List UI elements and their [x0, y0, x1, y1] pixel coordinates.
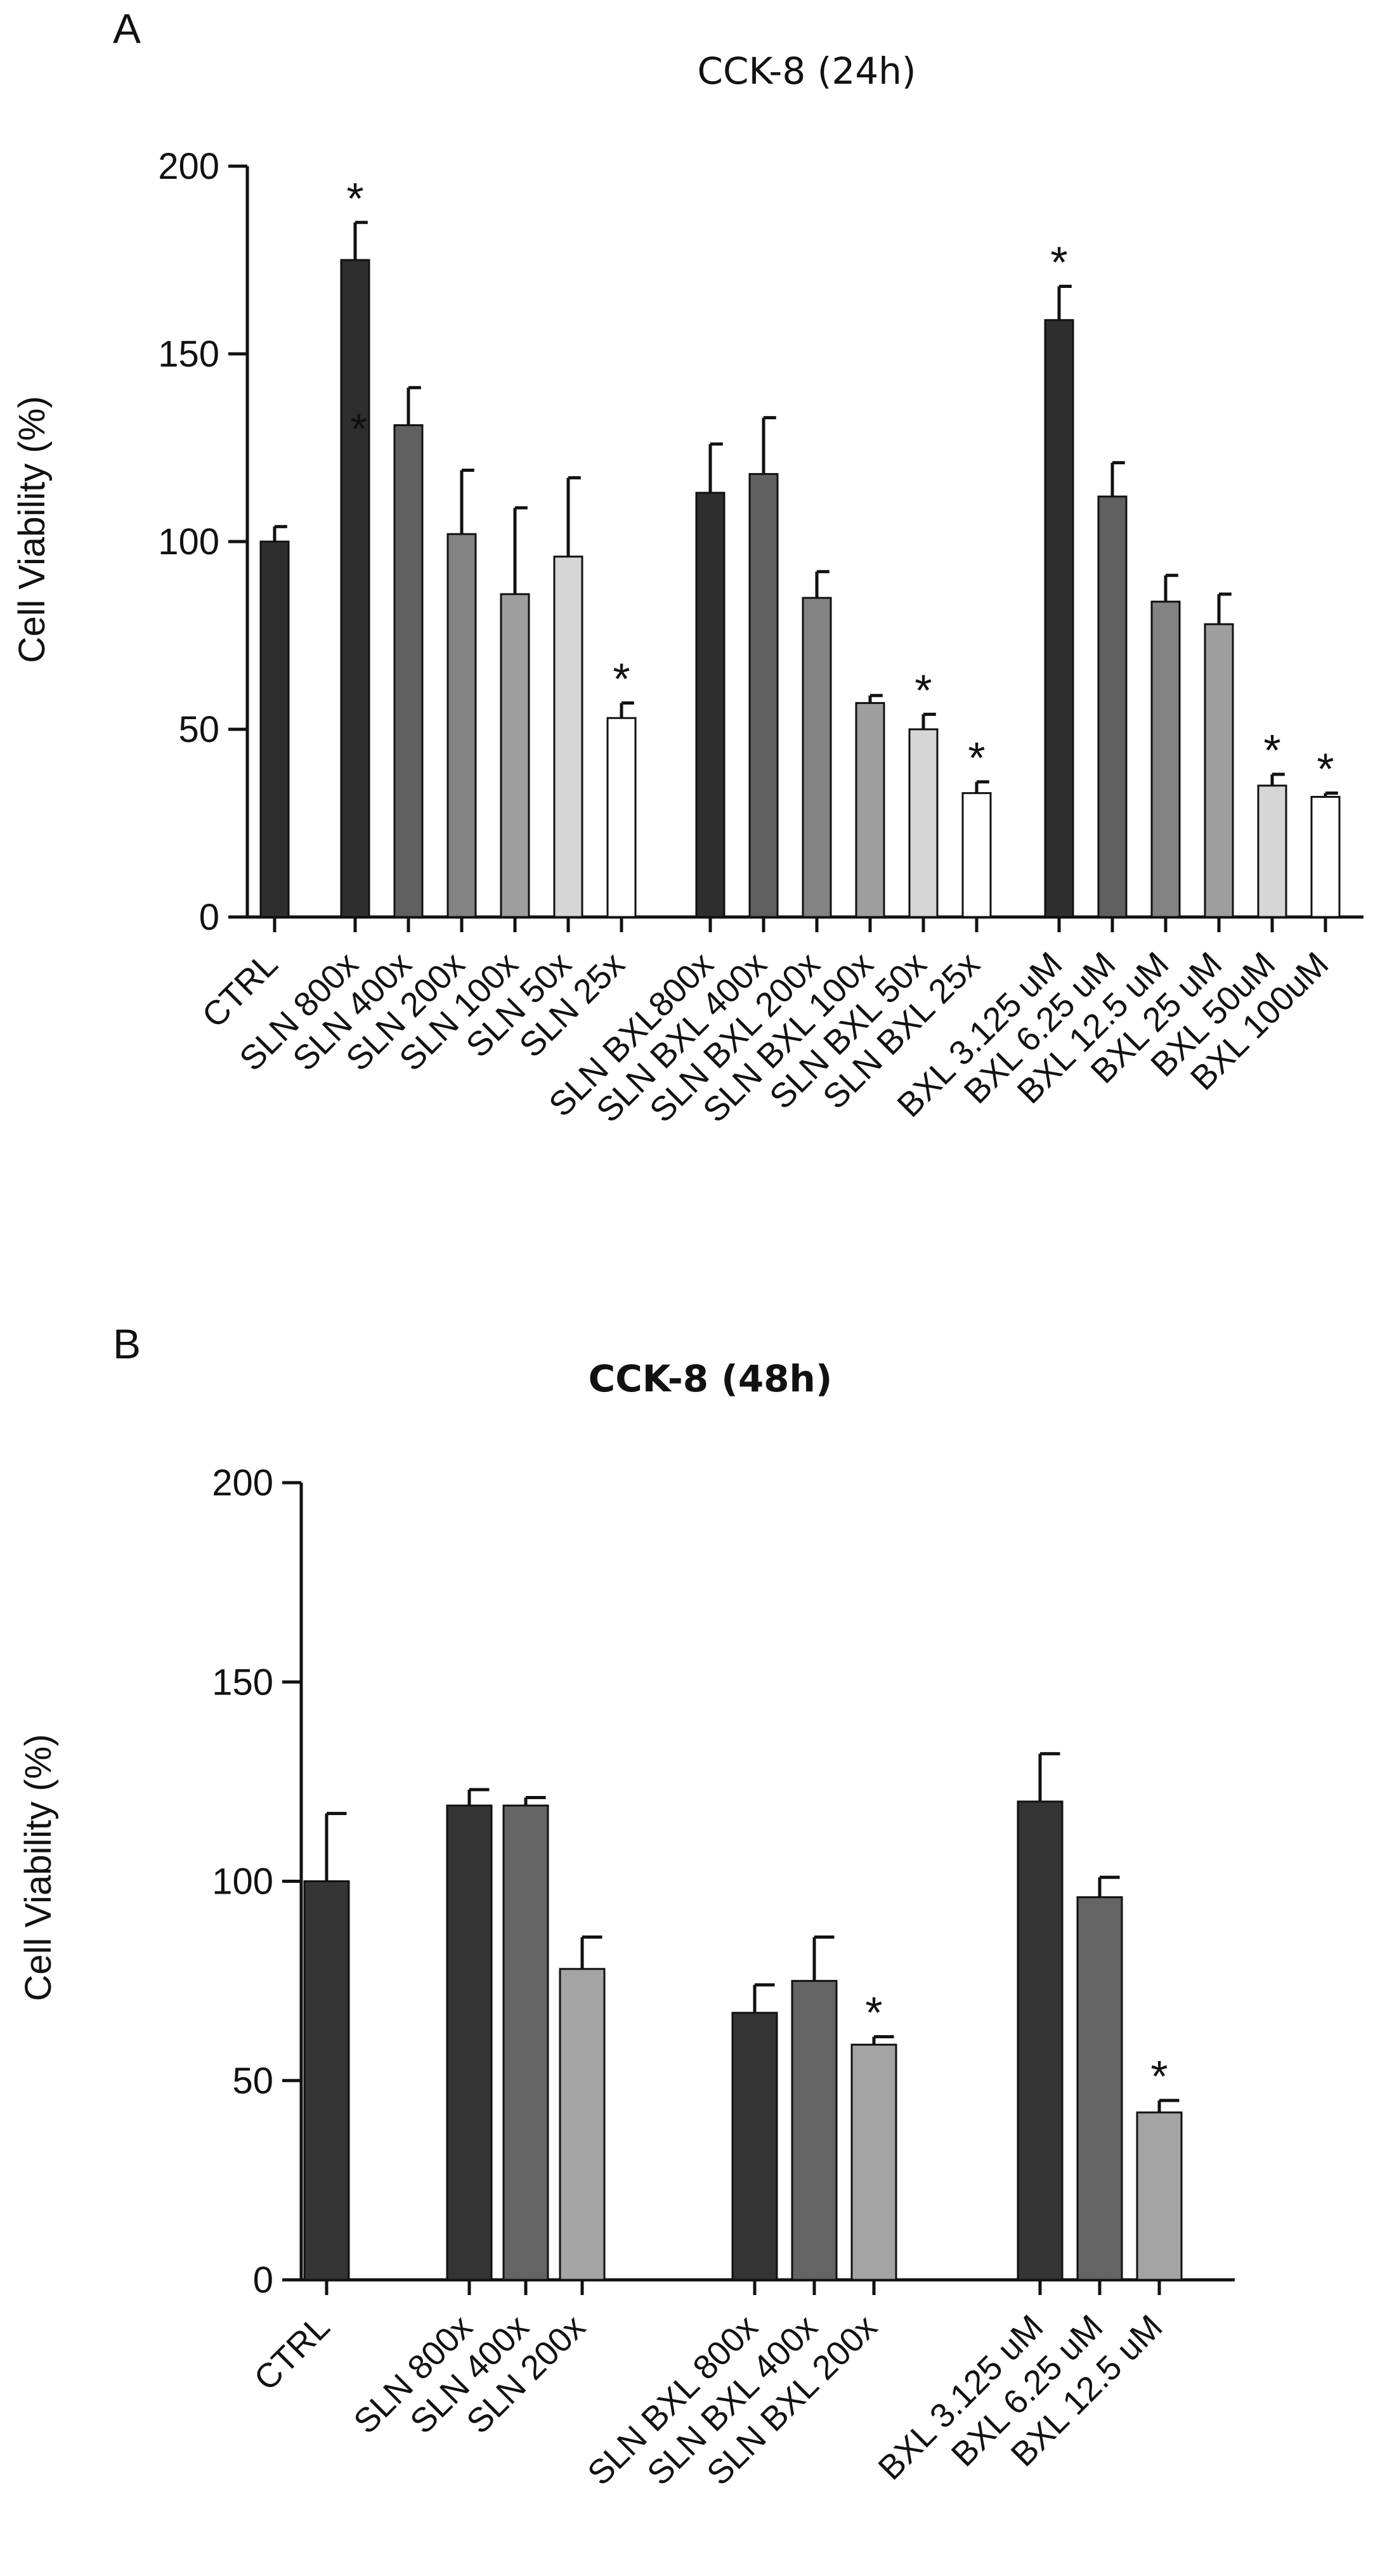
panel-b-bar [1136, 2111, 1183, 2281]
panel-b-bar [850, 2043, 897, 2281]
panel-b-bar [303, 1880, 350, 2281]
panel-a-significance-marker: * [1050, 237, 1067, 287]
panel-a-letter: A [113, 5, 141, 52]
panel-b-bar [1076, 1896, 1123, 2281]
panel-a-significance-marker: * [968, 733, 985, 783]
panel-a-bar [500, 593, 530, 918]
panel-a-bar [393, 424, 424, 918]
panel-b-bar [446, 1804, 493, 2281]
panel-a-bar [340, 259, 370, 918]
panel-b-category-label: CTRL [247, 2308, 337, 2398]
panel-a-y-tick-label: 150 [158, 334, 219, 375]
panel-b-y-axis-label: Cell Viability (%) [18, 1734, 59, 2001]
panel-a-significance-marker: * [346, 174, 363, 223]
panel-b-bar [791, 1980, 838, 2281]
panel-a-bar [1257, 784, 1287, 918]
panel-a-y-tick-label: 0 [199, 897, 219, 938]
panel-a-bars: * * * * * * * * [259, 174, 1341, 918]
panel-b-y-tick-label: 200 [212, 1462, 273, 1504]
panel-b-y-tick-label: 50 [232, 2060, 273, 2102]
panel-b-bar [559, 1968, 606, 2281]
panel-a-bar [1204, 623, 1234, 918]
panel-b-bars: ** [303, 1752, 1183, 2281]
panel-a-bar [748, 472, 779, 918]
panel-a-bar [606, 717, 637, 918]
panel-a-bar [1044, 319, 1074, 918]
panel-a-title: CCK-8 (24h) [697, 49, 916, 93]
panel-a-chart: A CCK-8 (24h) Cell Viability (%) 0 50 100 1… [11, 5, 1364, 1130]
panel-a-bar [802, 597, 832, 918]
panel-b-bar [1017, 1800, 1064, 2281]
panel-b-letter: B [113, 1320, 141, 1367]
panel-b-significance-marker: * [865, 1988, 882, 2038]
panel-a-significance-marker: * [915, 665, 932, 715]
panel-b-chart: B CCK-8 (48h) Cell Viability (%) 0 50 100 1… [18, 1320, 1235, 2493]
panel-a-bar [1150, 601, 1181, 918]
panel-a-inner-significance-marker: * [350, 404, 367, 453]
panel-a-bar [553, 556, 583, 918]
panel-a-y-tick-label: 50 [178, 709, 219, 750]
panel-a-significance-marker: * [1263, 725, 1280, 775]
panel-a-bar [259, 540, 290, 918]
panel-b-significance-marker: * [1150, 2052, 1168, 2101]
panel-a-bar [1097, 495, 1128, 918]
panel-b-bar [731, 2012, 778, 2281]
panel-a-bar [1310, 796, 1341, 918]
panel-a-bar [961, 792, 992, 918]
panel-b-y-tick-label: 150 [212, 1662, 273, 1703]
panel-b-bar [502, 1804, 549, 2281]
panel-b-y-tick-label: 100 [212, 1861, 273, 1903]
panel-b-y-tick-label: 0 [253, 2260, 273, 2301]
panel-b-title: CCK-8 (48h) [589, 1357, 833, 1400]
panel-a-bar [446, 533, 477, 918]
panel-a-bar [908, 728, 939, 918]
panel-a-significance-marker: * [1317, 745, 1334, 794]
panel-a-significance-marker: * [613, 654, 630, 704]
panel-a-y-tick-label: 200 [158, 146, 219, 187]
panel-a-bar [855, 702, 885, 918]
panel-a-y-axis-label: Cell Viability (%) [11, 396, 53, 663]
panel-a-bar [695, 491, 726, 918]
panel-a-y-tick-label: 100 [158, 521, 219, 563]
